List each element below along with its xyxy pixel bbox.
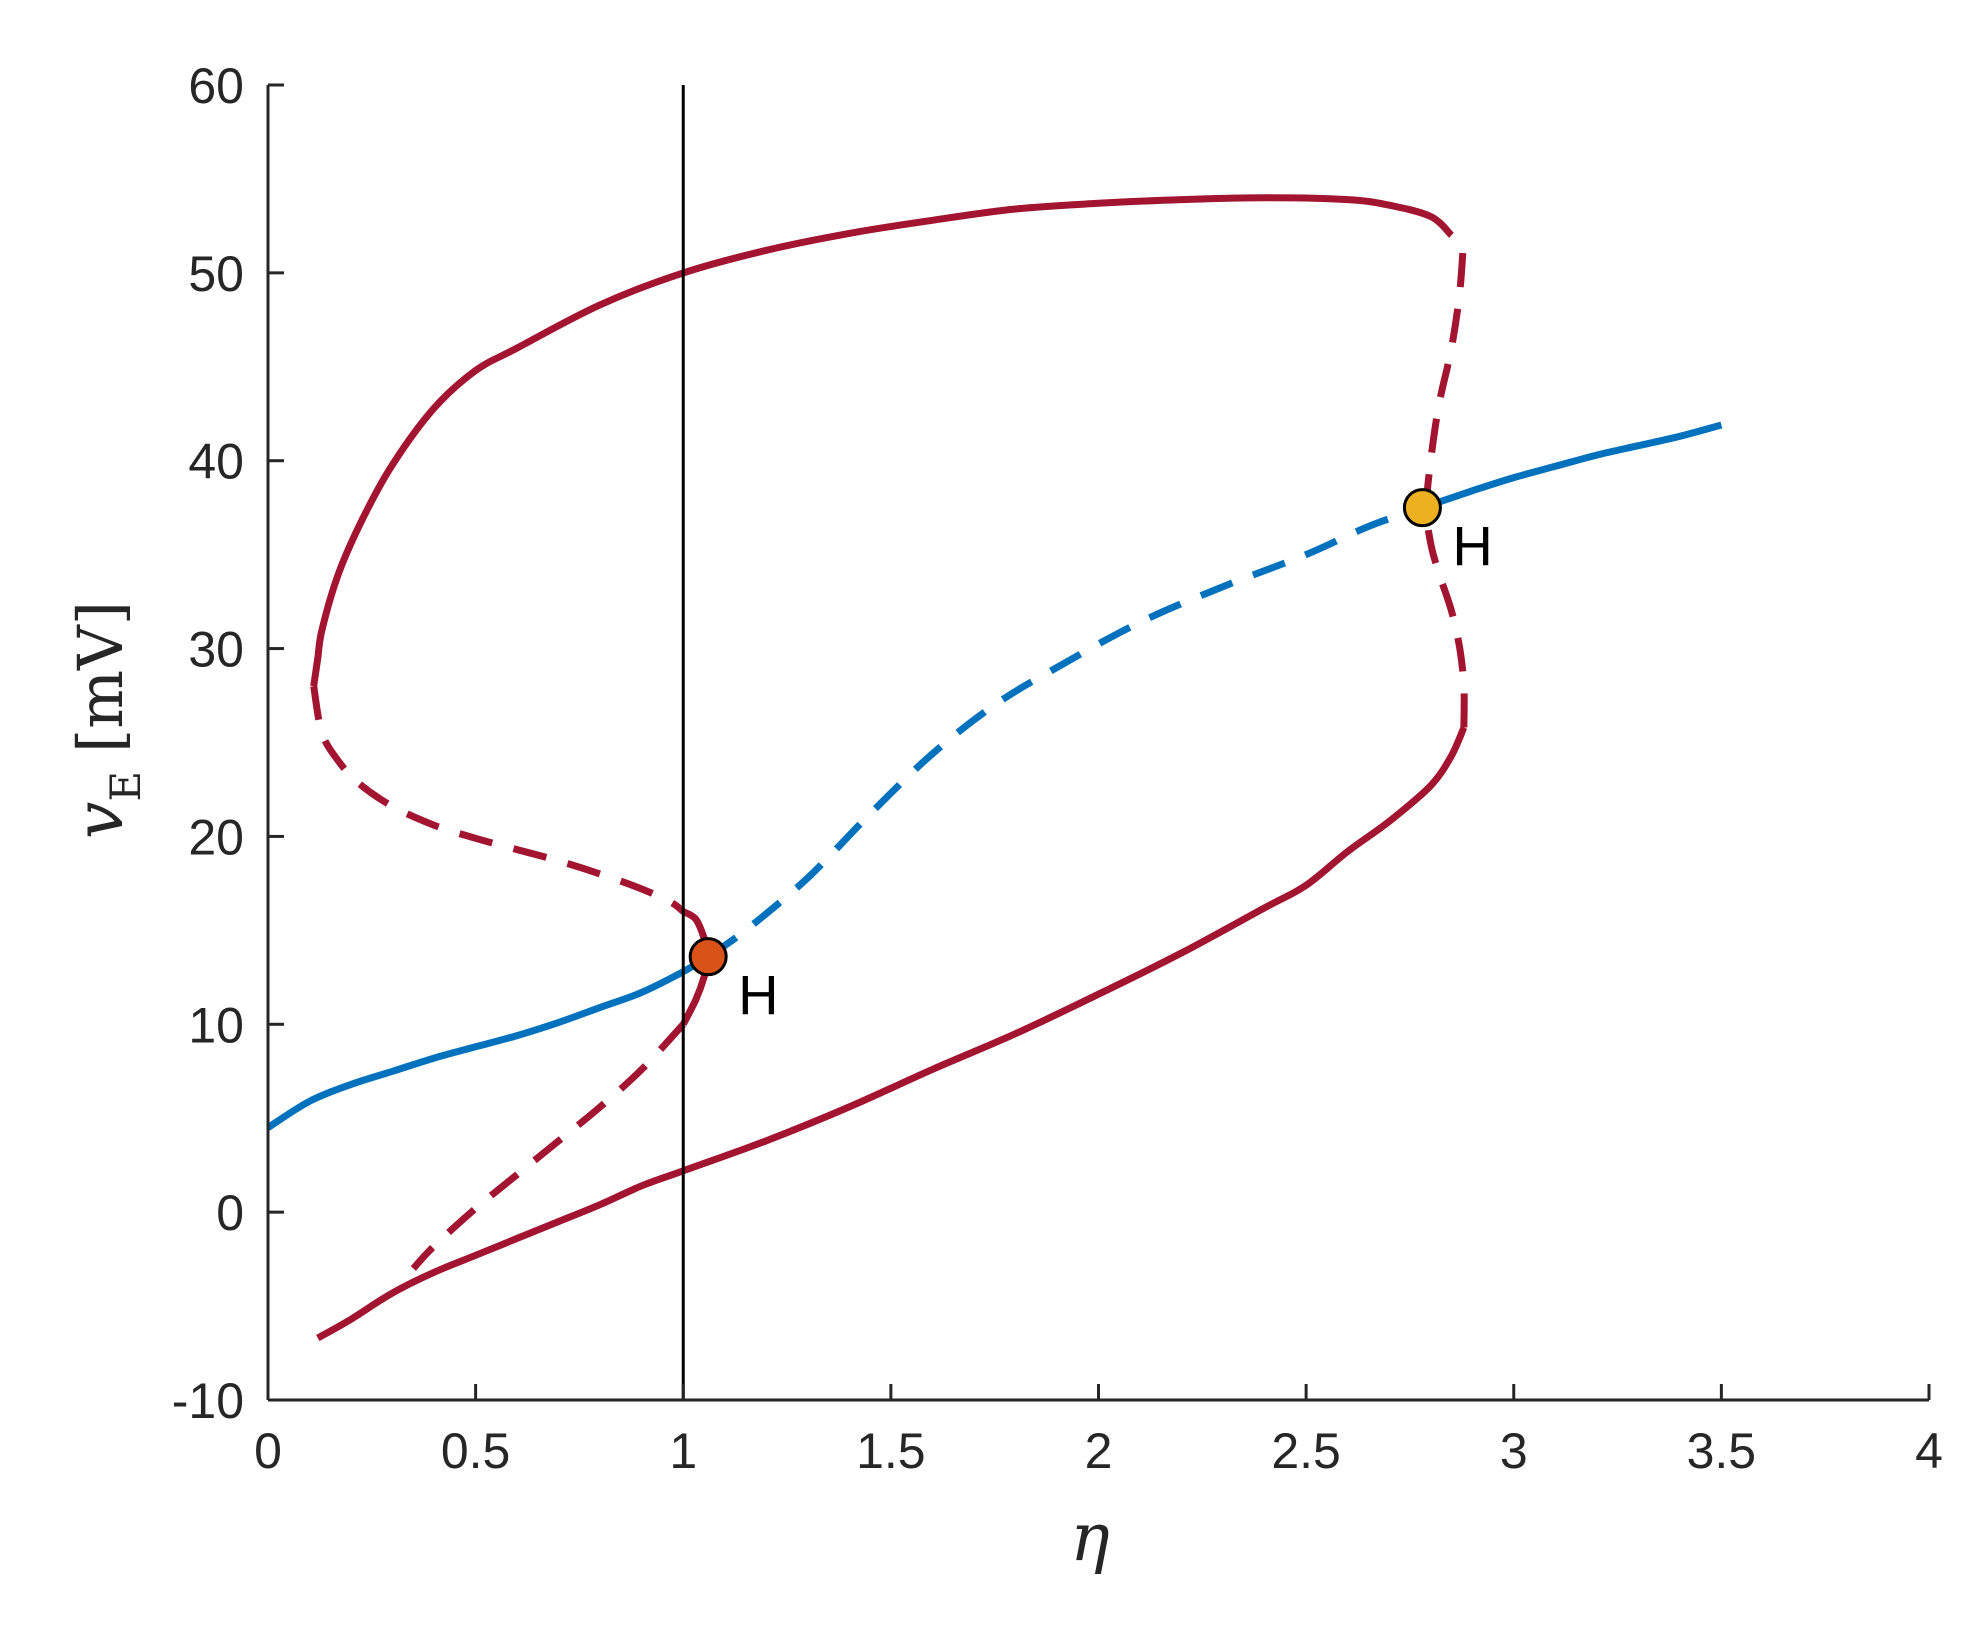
series-cycle-max-stable-upper (310, 194, 1454, 687)
x-tick-label: 3 (1500, 1423, 1528, 1479)
x-tick-label: 4 (1915, 1423, 1943, 1479)
y-tick-label: 60 (188, 58, 244, 114)
y-axis-label-symbol: v (61, 802, 138, 839)
y-axis-label: vE [mV] (61, 601, 150, 839)
series-fixed-point-unstable (706, 504, 1424, 960)
y-tick-label: 10 (188, 997, 244, 1053)
series-cycle-max-unstable-left (310, 685, 686, 915)
series-cycle-min-unstable-left (410, 1021, 686, 1271)
hopf-marker (1402, 488, 1442, 528)
hopf-label: H (738, 964, 778, 1027)
y-tick-label: 50 (188, 246, 244, 302)
x-tick-label: 2.5 (1271, 1423, 1341, 1479)
y-tick-label: -10 (172, 1373, 244, 1429)
y-tick-label: 0 (216, 1185, 244, 1241)
svg-text:vE[mV]: vE [mV] (61, 601, 150, 839)
series-fixed-point-stable-low (266, 953, 711, 1131)
series-cycle-min-stable-lower (316, 726, 1468, 1342)
y-tick-label: 40 (188, 434, 244, 490)
y-axis-label-unit: [mV] (64, 601, 137, 753)
x-tick-label: 2 (1085, 1423, 1113, 1479)
series-cycle-unstable-right (1423, 235, 1468, 728)
x-tick-label: 1 (669, 1423, 697, 1479)
series-fixed-point-stable-high (1421, 421, 1723, 512)
hopf-markers: HH (688, 488, 1493, 1027)
y-axis-label-subscript: E (101, 771, 150, 802)
hopf-label: H (1452, 515, 1492, 578)
series-layer (266, 194, 1723, 1342)
x-tick-label: 0.5 (441, 1423, 511, 1479)
x-tick-label: 1.5 (856, 1423, 926, 1479)
hopf-marker (688, 937, 728, 977)
y-tick-label: 30 (188, 622, 244, 678)
y-tick-label: 20 (188, 809, 244, 865)
x-axis-label: η (1070, 1499, 1110, 1576)
x-tick-label: 0 (254, 1423, 282, 1479)
x-tick-label: 3.5 (1687, 1423, 1757, 1479)
